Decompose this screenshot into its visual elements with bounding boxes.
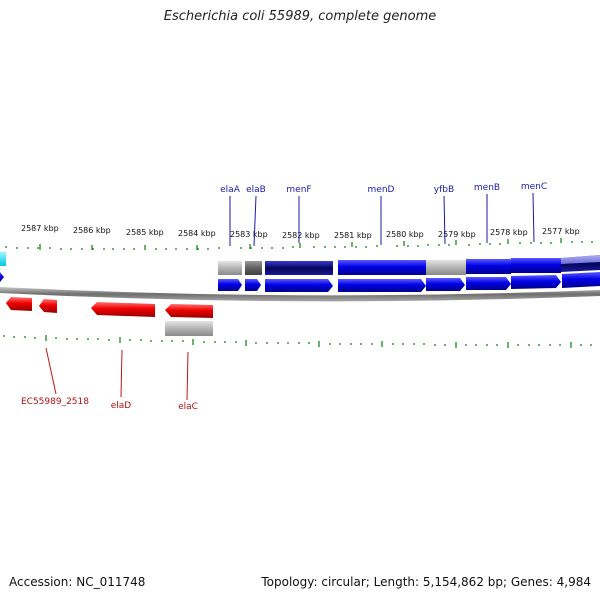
genome-backbone	[0, 287, 600, 302]
scale-label: 2582 kbp	[282, 231, 320, 240]
forward-gene-arrow	[562, 272, 600, 288]
forward-gene-arrow	[511, 275, 561, 289]
highlight-feature	[0, 252, 6, 266]
gene-label-elaC: elaC	[178, 402, 198, 412]
gene-label-EC55989_2518: EC55989_2518	[21, 397, 89, 407]
reverse-gene-labels	[45, 347, 189, 401]
gene-label-menB: menB	[474, 183, 500, 193]
gene-label-menD: menD	[368, 185, 395, 195]
lavender-feature	[561, 255, 600, 264]
forward-feature	[265, 261, 333, 275]
scale-label: 2577 kbp	[542, 227, 580, 236]
gene-label-menF: menF	[286, 185, 311, 195]
reverse-gene-arrow	[91, 302, 155, 317]
forward-gene-arrow	[0, 272, 4, 282]
forward-gene-arrow	[245, 279, 261, 291]
forward-gene-labels	[229, 192, 535, 247]
grey-feature	[218, 261, 242, 275]
forward-feature	[511, 258, 561, 273]
gene-label-yfbB: yfbB	[434, 185, 454, 195]
outer-tick-ring	[5, 238, 593, 250]
scale-label: 2583 kbp	[230, 230, 268, 239]
forward-feature-row-upper	[218, 255, 600, 275]
gene-label-elaA: elaA	[220, 185, 241, 195]
genome-summary-text: Topology: circular; Length: 5,154,862 bp…	[261, 575, 591, 589]
scale-label: 2586 kbp	[73, 226, 111, 235]
scale-label: 2581 kbp	[334, 231, 372, 240]
forward-gene-arrow	[426, 278, 465, 291]
reverse-gene-arrow	[6, 297, 32, 311]
scale-label: 2585 kbp	[126, 228, 164, 237]
gene-label-elaB: elaB	[246, 185, 266, 195]
scale-label: 2580 kbp	[386, 230, 424, 239]
reverse-gene-arrow	[39, 299, 57, 313]
scale-label: 2578 kbp	[490, 228, 528, 237]
forward-feature	[338, 260, 426, 275]
grey-feature	[165, 321, 213, 336]
forward-gene-arrows	[0, 252, 600, 292]
forward-gene-arrow	[338, 279, 426, 292]
scale-label: 2584 kbp	[178, 229, 216, 238]
accession-text: Accession: NC_011748	[9, 575, 146, 589]
scale-label: 2579 kbp	[438, 230, 476, 239]
forward-gene-arrow	[265, 279, 333, 292]
scale-labels: 2587 kbp 2586 kbp 2585 kbp 2584 kbp 2583…	[21, 224, 580, 240]
forward-gene-arrow	[466, 277, 511, 290]
grey-feature	[426, 260, 466, 275]
map-title: Escherichia coli 55989, complete genome	[163, 9, 437, 24]
dark-grey-feature	[245, 261, 262, 275]
gene-label-menC: menC	[521, 182, 547, 192]
reverse-gene-arrows	[6, 297, 213, 336]
forward-feature	[466, 259, 511, 274]
inner-tick-ring	[3, 335, 592, 348]
gene-label-elaD: elaD	[111, 401, 132, 411]
forward-gene-arrow	[218, 279, 242, 291]
scale-label: 2587 kbp	[21, 224, 59, 233]
reverse-gene-arrow	[165, 304, 213, 318]
